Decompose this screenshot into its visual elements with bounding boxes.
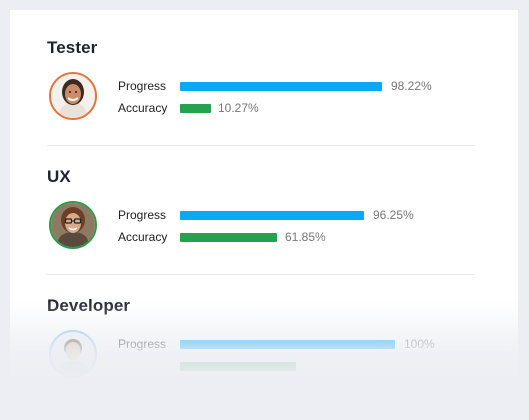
role-title: UX (47, 167, 71, 186)
skills-card: Tester Progress 98.22% Accuracy 10.27% (10, 10, 518, 420)
progress-row: Progress 96.25% (118, 207, 475, 223)
accuracy-label: Accuracy (118, 101, 168, 115)
role-section-ux: UX Progress 96.25% Accuracy 61.85% (47, 167, 475, 249)
accuracy-value: 10.27% (218, 101, 259, 115)
ux-avatar (49, 201, 97, 249)
progress-label: Progress (118, 337, 167, 351)
section-divider (47, 274, 475, 275)
progress-label: Progress (118, 208, 167, 222)
progress-bar (180, 340, 395, 349)
progress-value: 98.22% (391, 79, 432, 93)
accuracy-label: Accuracy (118, 230, 168, 244)
role-section-tester: Tester Progress 98.22% Accuracy 10.27% (47, 38, 475, 120)
accuracy-value: 61.85% (285, 230, 326, 244)
role-section-developer: Developer Progress 100% (47, 296, 475, 378)
progress-value: 100% (404, 337, 435, 351)
accuracy-row (118, 358, 475, 374)
avatar-female-glasses-icon (51, 203, 95, 247)
progress-label: Progress (118, 79, 167, 93)
progress-bar (180, 82, 382, 91)
section-divider (47, 145, 475, 146)
accuracy-row: Accuracy 61.85% (118, 229, 475, 245)
avatar-female-smiling-icon (51, 74, 95, 118)
progress-value: 96.25% (373, 208, 414, 222)
developer-avatar (49, 330, 97, 378)
role-title: Developer (47, 296, 131, 315)
progress-row: Progress 98.22% (118, 78, 475, 94)
progress-bar (180, 211, 364, 220)
role-title: Tester (47, 38, 98, 57)
accuracy-bar (180, 233, 277, 242)
progress-row: Progress 100% (118, 336, 475, 352)
avatar-male-icon (51, 332, 95, 376)
tester-avatar (49, 72, 97, 120)
accuracy-bar (180, 104, 211, 113)
accuracy-row: Accuracy 10.27% (118, 100, 475, 116)
accuracy-bar (180, 362, 296, 371)
